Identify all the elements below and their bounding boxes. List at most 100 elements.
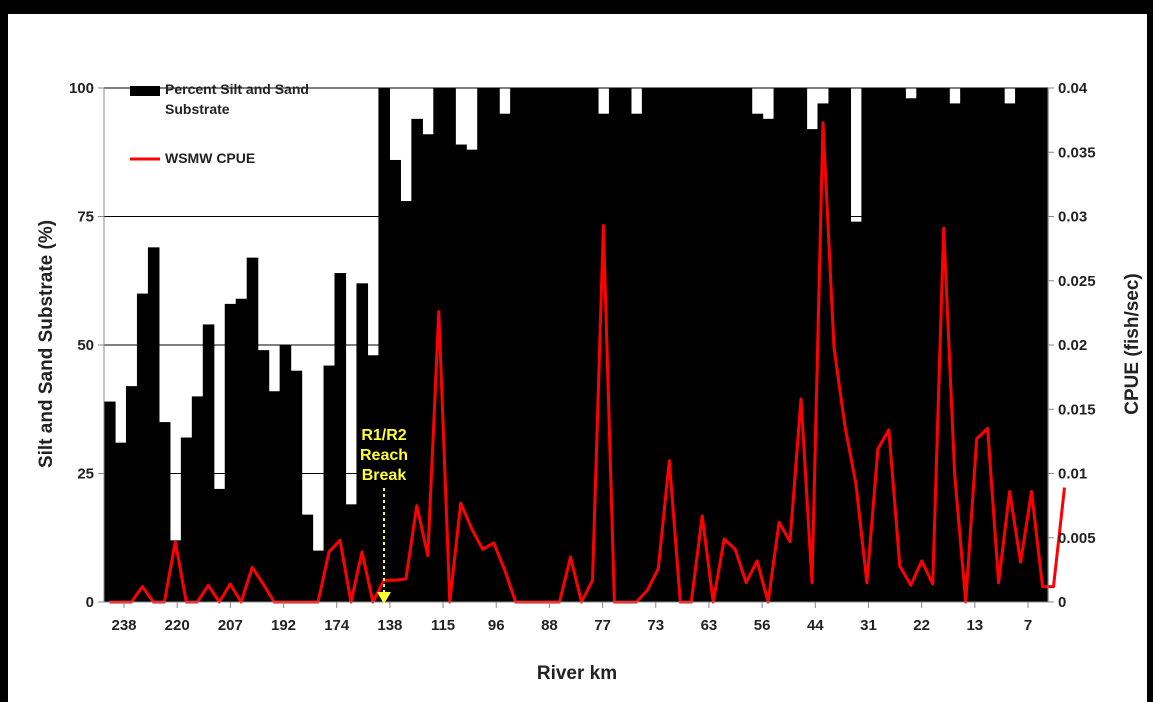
substrate-bar (883, 88, 895, 602)
substrate-bar (235, 298, 248, 602)
x-tick-label: 115 (431, 617, 455, 634)
substrate-bar (532, 88, 544, 602)
annotation-arrowhead (377, 592, 391, 604)
substrate-bar (104, 401, 116, 602)
substrate-bar (608, 88, 621, 602)
substrate-bar (147, 247, 160, 602)
x-tick-label: 192 (271, 617, 296, 634)
substrate-bar (971, 88, 983, 602)
substrate-bar (477, 88, 489, 602)
legend-label-line: WSMW CPUE (165, 150, 255, 166)
y-axis-title-right: CPUE (fish/sec) (1122, 273, 1143, 414)
substrate-bar (246, 257, 259, 602)
substrate-bar (740, 88, 753, 602)
substrate-bar (444, 88, 456, 602)
substrate-bar (773, 88, 786, 602)
legend-swatch-bars (130, 86, 160, 96)
x-tick-label: 56 (754, 617, 771, 634)
substrate-bar (641, 88, 654, 602)
reach-break-annotation: R1/R2 Reach Break (360, 427, 408, 604)
substrate-bar (960, 88, 972, 602)
substrate-bar (543, 88, 555, 602)
legend-label-bars: Percent Silt and Sand Substrate (165, 81, 313, 117)
substrate-bar (169, 540, 182, 602)
substrate-bar (191, 396, 204, 602)
substrate-bar (224, 303, 237, 602)
right-tick-label: 0.02 (1058, 337, 1087, 354)
substrate-bar (993, 88, 1005, 602)
substrate-bar (630, 113, 643, 602)
y-axis-title-left: Silt and Sand Substrate (%) (36, 220, 57, 468)
legend-label-bars-line1: Percent Silt and Sand (165, 81, 309, 97)
left-tick-label: 75 (77, 209, 94, 226)
left-tick-label: 100 (69, 80, 94, 97)
substrate-bar (927, 88, 939, 602)
substrate-bar (334, 273, 347, 602)
x-axis-title: River km (537, 663, 617, 684)
substrate-bar (696, 88, 709, 602)
substrate-bar (312, 550, 325, 602)
x-tick-label: 174 (324, 617, 350, 634)
substrate-bar (510, 88, 522, 602)
annotation-line-3: Break (362, 467, 407, 484)
substrate-bar (411, 118, 423, 602)
x-tick-label: 77 (594, 617, 611, 634)
x-axis-ticks: 238 220 207 192 174 138 115 96 88 77 73 63 56 44 31 22 1… (111, 602, 1032, 634)
x-tick-label: 63 (701, 617, 718, 634)
right-tick-label: 0.015 (1058, 401, 1096, 418)
right-tick-label: 0.035 (1058, 144, 1096, 161)
substrate-bar (894, 88, 906, 602)
substrate-bar (795, 88, 808, 602)
chart-frame: 0 25 50 75 100 0 0.005 0.01 0.015 0.02 0.025 0.03 0… (8, 14, 1147, 702)
substrate-bar (861, 88, 873, 602)
x-tick-label: 13 (966, 617, 983, 634)
substrate-bar (125, 386, 138, 602)
substrate-bar (1026, 88, 1038, 602)
left-axis-ticks: 0 25 50 75 100 (69, 80, 104, 611)
bar-series (104, 88, 1049, 603)
substrate-bar (455, 144, 467, 603)
right-tick-label: 0 (1058, 594, 1066, 611)
substrate-bar (400, 201, 412, 602)
substrate-bar (466, 149, 478, 602)
substrate-bar (356, 283, 369, 602)
substrate-bar (554, 88, 566, 602)
substrate-bar (213, 488, 226, 602)
substrate-bar (597, 113, 610, 602)
substrate-bar (619, 88, 632, 602)
substrate-bar (938, 88, 950, 602)
substrate-bar (663, 88, 676, 602)
substrate-bar (729, 88, 742, 602)
x-tick-label: 44 (807, 617, 824, 634)
substrate-bar (674, 88, 687, 602)
substrate-bar (257, 350, 270, 602)
substrate-bar (202, 324, 215, 602)
x-tick-label: 238 (111, 617, 136, 634)
substrate-bar (422, 134, 434, 602)
substrate-bar (565, 88, 577, 602)
substrate-bar (499, 113, 511, 602)
substrate-bar (389, 159, 401, 602)
substrate-bar (1004, 103, 1016, 603)
substrate-bar (1037, 88, 1049, 602)
right-tick-label: 0.04 (1058, 80, 1088, 97)
x-tick-label: 96 (488, 617, 505, 634)
substrate-bar (114, 442, 127, 602)
right-tick-label: 0.03 (1058, 209, 1087, 226)
legend-label-bars-line2: Substrate (165, 101, 230, 117)
left-tick-label: 50 (77, 337, 94, 354)
left-tick-label: 25 (77, 466, 94, 483)
substrate-bar (652, 88, 665, 602)
x-tick-label: 73 (647, 617, 664, 634)
legend: Percent Silt and Sand Substrate WSMW CPU… (130, 81, 313, 166)
substrate-bar (806, 129, 819, 602)
substrate-bar (872, 88, 884, 602)
substrate-bar (367, 355, 380, 602)
substrate-bar (916, 88, 928, 602)
substrate-bar (685, 88, 698, 602)
x-tick-label: 220 (165, 617, 190, 634)
substrate-bar (576, 88, 588, 602)
right-tick-label: 0.025 (1058, 273, 1096, 290)
substrate-bar (345, 504, 358, 602)
